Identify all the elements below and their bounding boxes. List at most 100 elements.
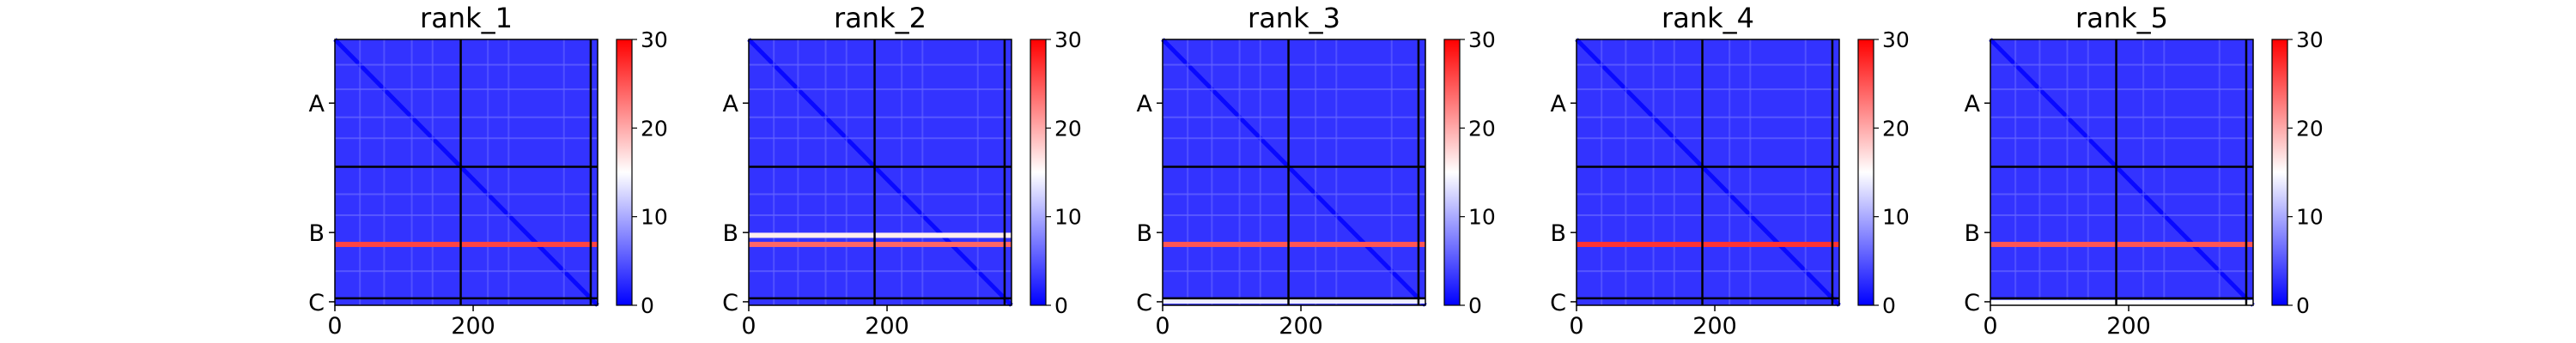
heatmap-col-texture [1259, 39, 1261, 305]
chart-title: rank_5 [2075, 2, 2168, 34]
heatmap-col-texture [1652, 39, 1655, 305]
plot-frame [1990, 39, 2254, 306]
y-tick-label: B [722, 220, 738, 247]
plot-frame [1162, 39, 1426, 306]
colorbar-tick-label: 10 [1468, 205, 1496, 230]
heatmap-col-texture [797, 39, 799, 305]
heatmap-row-texture [1163, 214, 1425, 216]
heatmap-row-texture [1990, 137, 2253, 140]
x-tick-label: 0 [1569, 313, 1583, 340]
heatmap-row-texture [749, 270, 1012, 273]
heatmap-row-texture [1577, 88, 1839, 91]
heatmap-col-texture [1673, 39, 1675, 305]
y-tick-label: C [722, 290, 738, 316]
colorbar-tick-label: 10 [2296, 205, 2324, 230]
heatmap-row-texture [1990, 193, 2253, 196]
heatmap-row-texture [1163, 116, 1425, 118]
x-tick-label: 200 [1279, 313, 1323, 340]
heatmap-col-texture [901, 39, 903, 305]
heatmap-hot-band [1577, 242, 1839, 248]
colorbar [1857, 39, 1874, 306]
colorbar-tick-label: 0 [1054, 293, 1068, 318]
heatmap-col-texture [410, 39, 413, 305]
heatmap-col-texture [921, 39, 924, 305]
heatmap-col-texture [431, 39, 434, 305]
heatmap-row-texture [749, 193, 1012, 196]
y-tick-label: A [723, 91, 739, 117]
heatmap-row-texture [749, 137, 1012, 140]
heatmap-row-texture [335, 88, 598, 91]
y-tick-label: B [1136, 220, 1152, 247]
heatmap-col-texture [976, 39, 979, 305]
chart-title: rank_2 [834, 2, 927, 34]
heatmap-hot-band [749, 242, 1012, 248]
colorbar-tick-label: 30 [2296, 27, 2324, 52]
heatmap-col-texture [1390, 39, 1393, 305]
x-tick-label: 200 [451, 313, 495, 340]
heatmap-col-texture [1625, 39, 1627, 305]
colorbar-tick-label: 20 [1054, 116, 1082, 141]
heatmap-col-texture [2218, 39, 2221, 305]
heatmap-col-texture [824, 39, 827, 305]
y-tick-label: A [1965, 91, 1981, 117]
colorbar-tick-label: 30 [1054, 27, 1082, 52]
chart-title: rank_1 [420, 2, 513, 34]
heatmap-hot-band [1163, 242, 1425, 248]
heatmap-row-texture [1577, 116, 1839, 118]
heatmap-row-texture [1163, 193, 1425, 196]
heatmap-hot-band [1990, 242, 2253, 248]
heatmap-hot-band [1990, 299, 2253, 305]
y-tick-label: A [309, 91, 325, 117]
heatmap-col-texture [1315, 39, 1317, 305]
heatmap-hot-band [335, 242, 598, 248]
y-tick-label: B [1550, 220, 1566, 247]
heatmap-col-texture [773, 39, 775, 305]
colorbar-tick-label: 20 [1468, 116, 1496, 141]
colorbar-tick-label: 10 [641, 205, 668, 230]
colorbar-tick-label: 0 [1468, 293, 1482, 318]
colorbar-tick-label: 30 [1468, 27, 1496, 52]
heatmap-row-texture [1577, 63, 1839, 66]
colorbar-tick-label: 0 [641, 293, 654, 318]
heatmap-col-texture [562, 39, 565, 305]
heatmap-row-texture [1990, 88, 2253, 91]
heatmap-row-texture [1577, 214, 1839, 216]
x-tick-label: 200 [865, 313, 909, 340]
heatmap-diagonal [333, 38, 599, 307]
heatmap-col-texture [1749, 39, 1752, 305]
colorbar [1030, 39, 1047, 306]
colorbar [616, 39, 633, 306]
heatmap-row-texture [749, 116, 1012, 118]
heatmap-col-texture [2087, 39, 2089, 305]
heatmap-col-texture [1335, 39, 1338, 305]
heatmap-col-texture [2066, 39, 2069, 305]
heatmap-col-texture [1728, 39, 1731, 305]
y-tick-label: A [1551, 91, 1567, 117]
heatmap-col-texture [2038, 39, 2041, 305]
heatmap-col-texture [2163, 39, 2166, 305]
heatmap-row-texture [335, 193, 598, 196]
heatmap-row-texture [1990, 116, 2253, 118]
colorbar-tick-label: 0 [2296, 293, 2310, 318]
y-tick-label: A [1137, 91, 1153, 117]
heatmap-row-texture [749, 88, 1012, 91]
colorbar-tick-label: 30 [1882, 27, 1910, 52]
y-tick-label: B [1964, 220, 1980, 247]
colorbar-tick-label: 20 [641, 116, 668, 141]
colorbar [2271, 39, 2288, 306]
x-tick-label: 0 [1983, 313, 1997, 340]
y-tick-label: C [1136, 290, 1152, 316]
chart-title: rank_4 [1662, 2, 1754, 34]
y-tick-label: B [308, 220, 325, 247]
heatmap-row-texture [1577, 270, 1839, 273]
chart-title: rank_3 [1248, 2, 1340, 34]
heatmap-col-texture [1601, 39, 1603, 305]
heatmap-col-texture [487, 39, 489, 305]
heatmap-row-texture [1163, 63, 1425, 66]
heatmap-col-texture [1211, 39, 1213, 305]
